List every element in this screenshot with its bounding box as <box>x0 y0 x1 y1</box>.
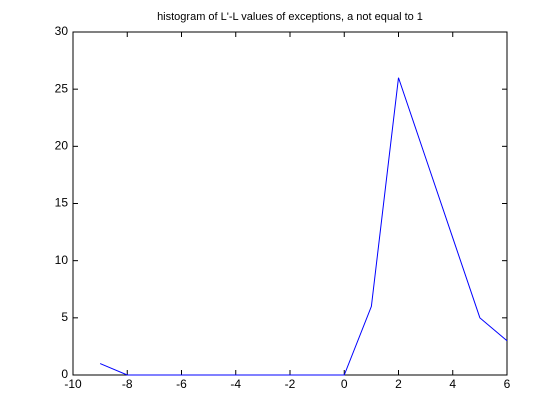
y-tick-label: 0 <box>61 367 68 381</box>
y-tick-label: 30 <box>55 24 69 38</box>
x-tick-label: -6 <box>176 377 187 391</box>
x-tick-label: 4 <box>449 377 456 391</box>
chart-title: histogram of L'-L values of exceptions, … <box>157 11 423 23</box>
y-tick-label: 25 <box>55 81 69 95</box>
y-tick-label: 20 <box>55 139 69 153</box>
x-tick-label: -2 <box>285 377 296 391</box>
x-tick-label: -10 <box>64 377 82 391</box>
data-line <box>99 77 508 376</box>
x-tick-label: 2 <box>395 377 402 391</box>
y-tick-label: 10 <box>55 253 69 267</box>
y-tick-label: 5 <box>61 310 68 324</box>
x-tick-label: -4 <box>230 377 241 391</box>
axes-box <box>72 31 508 376</box>
x-tick-label: -8 <box>122 377 133 391</box>
x-tick-label: 0 <box>341 377 348 391</box>
x-tick-label: 6 <box>504 377 511 391</box>
y-tick-label: 15 <box>55 196 69 210</box>
